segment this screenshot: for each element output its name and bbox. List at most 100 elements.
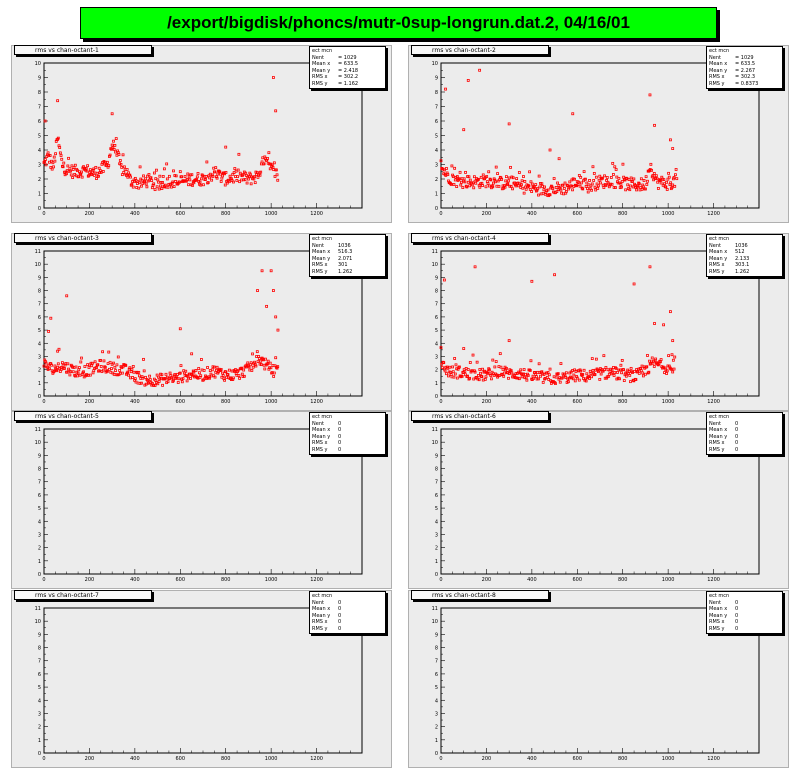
stats-value: 1.262: [735, 268, 750, 275]
data-point: [44, 361, 48, 365]
data-point: [158, 174, 162, 178]
data-point: [637, 371, 641, 375]
data-point: [124, 364, 128, 367]
data-point: [648, 265, 652, 269]
data-point: [474, 181, 478, 185]
data-point: [571, 188, 574, 192]
data-point: [165, 177, 169, 181]
x-tick-label: 800: [618, 211, 628, 217]
stats-value: = 2.267: [735, 67, 756, 74]
y-tick-label: 3: [38, 163, 41, 169]
data-point: [223, 378, 226, 382]
data-point: [568, 180, 572, 184]
y-tick-label: 1: [435, 559, 438, 565]
data-point: [502, 371, 506, 375]
data-point: [120, 371, 124, 375]
data-point: [480, 375, 484, 378]
data-point: [507, 339, 511, 343]
data-point: [505, 175, 508, 179]
data-point: [202, 183, 205, 187]
data-point: [213, 375, 217, 379]
data-point: [528, 170, 531, 174]
data-point: [47, 330, 50, 333]
data-point: [240, 372, 244, 376]
data-point: [257, 357, 261, 360]
data-point: [62, 161, 66, 165]
data-point: [669, 138, 672, 142]
data-point: [466, 79, 470, 82]
data-point: [56, 362, 60, 366]
data-point: [673, 355, 677, 359]
data-point: [196, 172, 200, 175]
data-point: [183, 175, 187, 178]
data-point: [521, 186, 525, 190]
stats-value: 0: [735, 440, 739, 446]
y-tick-label: 7: [38, 659, 41, 665]
data-point: [585, 372, 589, 376]
stats-row: RMS y = 1.162: [312, 81, 383, 88]
data-point: [206, 366, 209, 369]
data-point: [537, 362, 541, 366]
data-point: [525, 378, 529, 382]
stats-key: Mean y: [312, 255, 331, 262]
x-tick-label: 400: [527, 211, 537, 217]
y-tick-label: 8: [38, 646, 41, 652]
stats-row: ect mcn: [709, 593, 780, 600]
data-point: [644, 187, 647, 191]
data-point: [646, 179, 649, 183]
data-point: [619, 182, 623, 186]
y-tick-label: 7: [38, 480, 41, 486]
data-point: [56, 136, 60, 140]
data-point: [85, 169, 89, 173]
stats-row: Mean y 0: [709, 613, 780, 620]
y-tick-label: 2: [435, 725, 438, 731]
x-tick-label: 1000: [265, 756, 278, 762]
data-point: [236, 368, 240, 372]
data-point: [142, 174, 145, 178]
data-point: [101, 170, 105, 173]
data-point: [59, 154, 63, 157]
data-point: [507, 179, 510, 183]
data-point: [453, 372, 457, 376]
data-point: [514, 184, 518, 188]
data-point: [671, 358, 675, 362]
data-point: [256, 289, 259, 292]
data-point: [671, 370, 675, 374]
data-point: [161, 175, 165, 178]
stats-row: RMS x 301: [312, 262, 383, 269]
y-tick-label: 10: [35, 440, 41, 446]
y-tick-label: 9: [38, 632, 41, 638]
y-tick-label: 4: [435, 148, 438, 154]
stats-key: Mean x: [709, 249, 728, 255]
data-point: [155, 185, 159, 189]
data-point: [477, 374, 480, 377]
data-point: [622, 368, 626, 372]
data-point: [557, 157, 561, 161]
data-point: [200, 358, 203, 361]
data-point: [561, 183, 565, 187]
data-point: [468, 376, 472, 380]
data-point: [131, 365, 135, 368]
data-point: [542, 188, 546, 192]
data-point: [487, 184, 491, 188]
data-point: [268, 361, 272, 365]
y-tick-label: 10: [35, 262, 41, 268]
data-point: [265, 304, 269, 308]
data-point: [472, 175, 476, 179]
stats-row: RMS y 0: [709, 626, 780, 633]
stats-row: Mean y 0: [312, 434, 383, 441]
y-tick-label: 8: [38, 467, 41, 473]
pad-octant-7: 0 1 2 3 4 5 6 7 8 9 10 11 0 200 400 600 800 1000 1200 rms …: [11, 590, 392, 768]
data-point: [166, 380, 170, 384]
y-tick-label: 6: [38, 493, 41, 499]
data-point: [144, 182, 148, 186]
data-point: [523, 180, 527, 183]
data-point: [65, 172, 68, 176]
stats-key: RMS y: [312, 625, 328, 632]
data-point: [594, 188, 598, 192]
stats-key: Mean y: [709, 67, 728, 74]
data-point: [272, 375, 276, 378]
data-point: [101, 350, 105, 354]
data-point: [178, 327, 182, 331]
data-point: [534, 183, 538, 186]
